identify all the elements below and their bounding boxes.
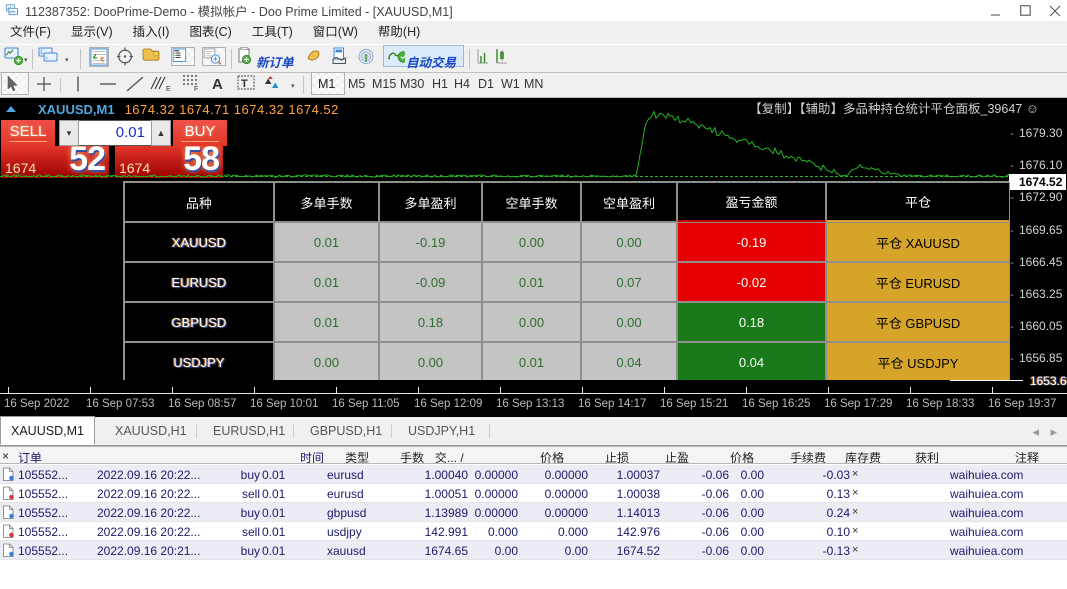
- svg-text:T: T: [241, 78, 248, 90]
- svg-text:E: E: [166, 86, 171, 92]
- svg-text:F: F: [194, 86, 198, 92]
